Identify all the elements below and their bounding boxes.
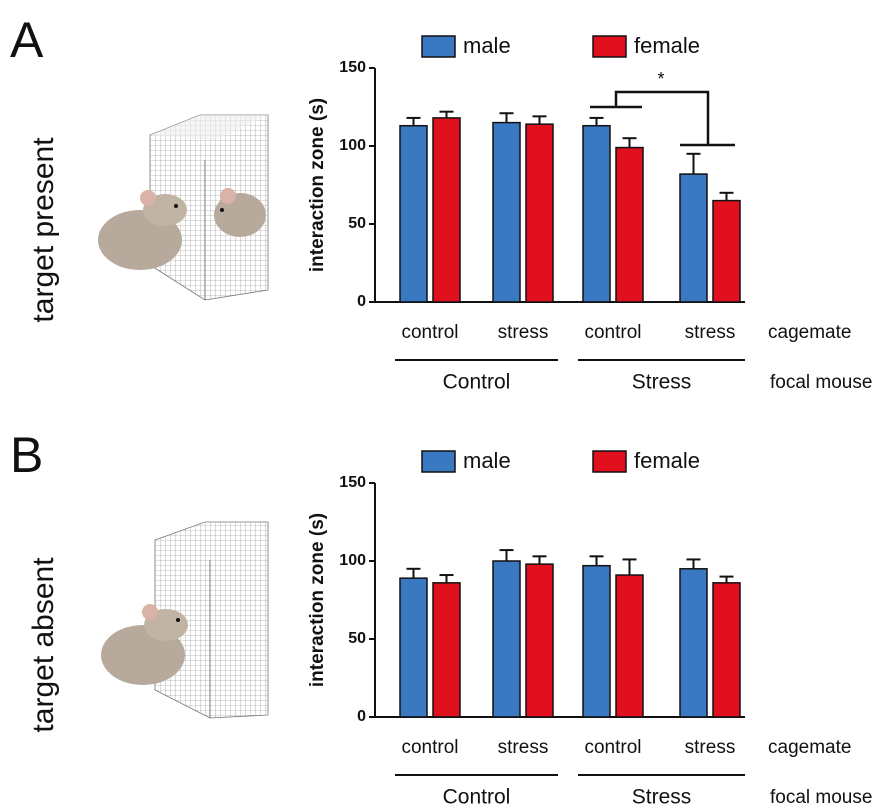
- bar: [583, 126, 610, 302]
- group-axis-label: focal mouse: [770, 787, 872, 808]
- x-tick-label: control: [401, 737, 458, 758]
- legend-swatch: [422, 36, 455, 57]
- bar: [583, 566, 610, 717]
- group-label: Stress: [632, 786, 692, 809]
- condition-label: target absent: [27, 557, 60, 733]
- y-axis-label: interaction zone (s): [307, 513, 328, 687]
- condition-label: target present: [27, 137, 60, 323]
- bar: [616, 148, 643, 302]
- bar: [713, 583, 740, 717]
- y-tick-label: 50: [348, 215, 366, 232]
- x-tick-label: control: [401, 322, 458, 343]
- y-tick-label: 150: [339, 474, 366, 491]
- y-tick-label: 50: [348, 630, 366, 647]
- legend-swatch: [593, 36, 626, 57]
- legend-swatch: [422, 451, 455, 472]
- figure: Atarget present interaction zone (s) 0 50 10…: [0, 0, 884, 810]
- group-axis-label: focal mouse: [770, 372, 872, 393]
- y-tick-label: 0: [357, 293, 366, 310]
- legend-label: female: [634, 33, 700, 58]
- y-tick-label: 100: [339, 137, 366, 154]
- group-label: Control: [443, 786, 511, 809]
- y-tick-label: 0: [357, 708, 366, 725]
- panel-letter: B: [10, 427, 43, 483]
- x-tick-label: stress: [498, 322, 549, 343]
- x-tick-label: control: [584, 322, 641, 343]
- bar: [680, 174, 707, 302]
- x-tick-label: stress: [498, 737, 549, 758]
- illustration-a: [98, 115, 268, 300]
- bar: [526, 564, 553, 717]
- bar: [493, 561, 520, 717]
- category-axis-label: cagemate: [768, 737, 851, 758]
- bar: [400, 126, 427, 302]
- significance-label: *: [657, 69, 664, 89]
- legend-label: female: [634, 448, 700, 473]
- bar: [616, 575, 643, 717]
- x-tick-label: stress: [685, 737, 736, 758]
- bar: [680, 569, 707, 717]
- y-tick-label: 150: [339, 59, 366, 76]
- bar: [493, 123, 520, 302]
- panel-letter: A: [10, 12, 44, 68]
- bar: [400, 578, 427, 717]
- group-label: Control: [443, 371, 511, 394]
- x-tick-label: stress: [685, 322, 736, 343]
- legend-swatch: [593, 451, 626, 472]
- y-tick-label: 100: [339, 552, 366, 569]
- bar: [433, 583, 460, 717]
- category-axis-label: cagemate: [768, 322, 851, 343]
- significance-bracket: [590, 92, 735, 145]
- bar: [433, 118, 460, 302]
- legend-label: male: [463, 448, 511, 473]
- group-label: Stress: [632, 371, 692, 394]
- bar: [526, 124, 553, 302]
- y-axis-label: interaction zone (s): [307, 98, 328, 272]
- x-tick-label: control: [584, 737, 641, 758]
- illustration-b: [101, 522, 268, 718]
- legend-label: male: [463, 33, 511, 58]
- bar: [713, 201, 740, 302]
